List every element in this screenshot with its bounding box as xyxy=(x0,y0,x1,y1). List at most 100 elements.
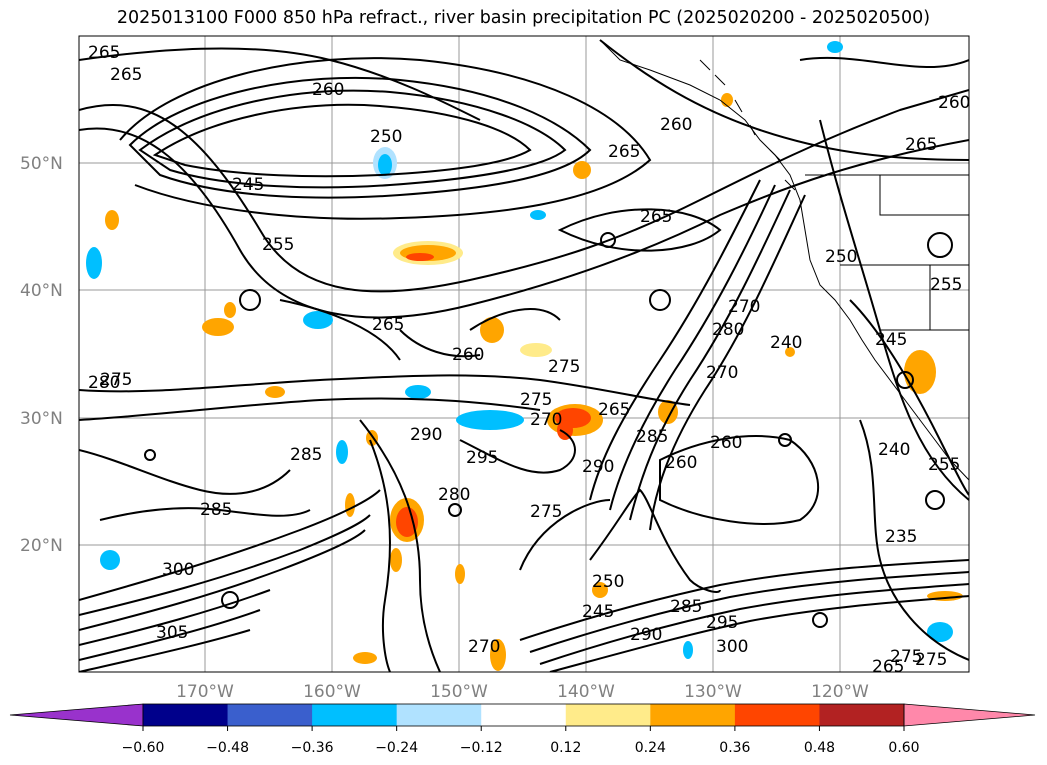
colorbar-extend-low xyxy=(9,703,144,727)
precip-positive xyxy=(785,347,795,357)
contour-labels: 265 265 260 250 245 255 265 260 265 265 … xyxy=(88,43,969,677)
lon-label-140: 140°W xyxy=(557,682,615,702)
contour-line xyxy=(279,299,401,361)
contour-line xyxy=(79,529,366,631)
contour-line xyxy=(79,89,969,293)
map-border xyxy=(78,35,970,673)
contour-line xyxy=(459,429,576,474)
contour-line xyxy=(609,184,776,511)
precip-negative xyxy=(683,641,693,659)
colorbar-tick-label: 0.12 xyxy=(550,740,581,756)
gridlines xyxy=(79,36,969,672)
colorbar-tick-label: 0.36 xyxy=(719,740,750,756)
contour-label: 270 xyxy=(468,637,500,657)
contour-label: 290 xyxy=(582,457,614,477)
contour-line xyxy=(79,514,371,616)
contour-label: 240 xyxy=(878,440,910,460)
contour-label: 290 xyxy=(630,625,662,645)
contour-label: 265 xyxy=(598,400,630,420)
precipitation-shading xyxy=(86,41,963,671)
map-content: 265 265 260 250 245 255 265 260 265 265 … xyxy=(79,36,969,677)
precip-positive xyxy=(455,564,465,584)
contour-label: 275 xyxy=(100,370,132,390)
contour-label: 275 xyxy=(890,647,922,667)
refractivity-contours xyxy=(79,39,969,672)
colorbar-ticks: −0.60 −0.48 −0.36 −0.24 −0.12 0.12 0.24 0.36 0.4… xyxy=(122,726,920,756)
contour-line xyxy=(557,208,722,252)
contour-line xyxy=(859,419,969,661)
precip-negative xyxy=(336,440,348,464)
precip-positive xyxy=(721,93,733,107)
contour-label: 255 xyxy=(928,455,960,475)
contour-label: 280 xyxy=(438,485,470,505)
lat-label-20: 20°N xyxy=(20,536,63,556)
lon-label-120: 120°W xyxy=(811,682,869,702)
precip-negative xyxy=(303,311,333,329)
contour-label: 250 xyxy=(592,572,624,592)
contour-line xyxy=(79,589,271,646)
contour-line xyxy=(79,47,481,121)
precip-positive xyxy=(480,317,504,343)
lon-label-170: 170°W xyxy=(176,682,234,702)
contour-label: 250 xyxy=(825,247,857,267)
contour-label: 265 xyxy=(110,65,142,85)
contour-line xyxy=(79,374,691,406)
contour-line xyxy=(778,433,792,447)
contour-line xyxy=(549,595,969,672)
contour-label: 240 xyxy=(770,333,802,353)
colorbar-tick-label: −0.24 xyxy=(375,740,418,756)
precip-negative xyxy=(100,550,120,570)
precip-positive xyxy=(366,430,378,446)
precip-positive xyxy=(345,493,355,517)
precip-positive xyxy=(573,161,591,179)
contour-label: 265 xyxy=(905,135,937,155)
colorbar-segment xyxy=(396,704,482,726)
contour-line xyxy=(599,39,969,161)
contour-label: 265 xyxy=(872,657,904,677)
contour-line xyxy=(79,449,291,495)
contour-line xyxy=(589,488,721,593)
colorbar-segment xyxy=(734,704,820,726)
contour-line xyxy=(119,57,652,220)
contour-line xyxy=(649,289,671,311)
contour-label: 235 xyxy=(885,527,917,547)
contour-line xyxy=(138,89,567,189)
contour-label: 255 xyxy=(930,275,962,295)
contour-label: 245 xyxy=(875,330,907,350)
contour-label: 280 xyxy=(712,320,744,340)
contour-label: 290 xyxy=(410,425,442,445)
precip-negative xyxy=(456,410,524,430)
contour-label: 260 xyxy=(660,115,692,135)
contour-label: 275 xyxy=(548,357,580,377)
contour-line xyxy=(600,232,616,248)
contour-label: 260 xyxy=(312,80,344,100)
contour-line xyxy=(589,179,761,501)
colorbar-segment xyxy=(481,704,567,726)
contour-line xyxy=(79,127,969,319)
colorbar-segment xyxy=(312,704,398,726)
colorbar-extend-high xyxy=(903,703,1036,727)
contour-label: 250 xyxy=(370,127,402,147)
precip-negative xyxy=(405,385,431,399)
contour-label: 255 xyxy=(262,235,294,255)
lon-label-130: 130°W xyxy=(684,682,742,702)
precip-positive xyxy=(520,343,552,357)
contour-label: 285 xyxy=(200,500,232,520)
longitude-axis: 170°W 160°W 150°W 140°W 130°W 120°W xyxy=(176,682,869,702)
contour-line xyxy=(144,449,156,461)
precip-positive xyxy=(202,318,234,336)
colorbar-segment xyxy=(819,704,905,726)
contour-line xyxy=(369,439,391,672)
precip-negative xyxy=(378,154,392,176)
lon-label-150: 150°W xyxy=(430,682,488,702)
contour-line xyxy=(79,609,261,661)
contour-line xyxy=(79,629,251,672)
latitude-axis: 50°N 40°N 30°N 20°N xyxy=(20,154,63,556)
contour-line xyxy=(539,583,969,665)
contour-label: 270 xyxy=(706,363,738,383)
precip-positive xyxy=(224,302,236,318)
lat-label-50: 50°N xyxy=(20,154,63,174)
contour-line xyxy=(448,503,462,517)
precip-positive xyxy=(658,400,678,424)
contour-line xyxy=(99,507,311,521)
